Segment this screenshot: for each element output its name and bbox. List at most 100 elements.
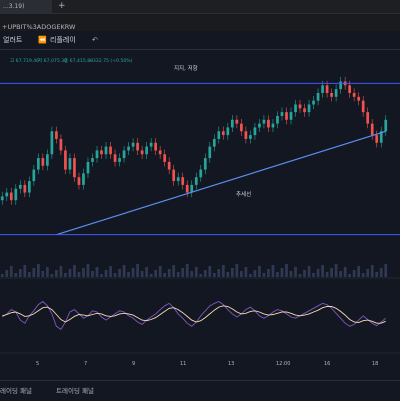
trading-panel-tab[interactable]: 레이딩 패널 (0, 387, 32, 395)
browser-tab[interactable]: ...3.19) (0, 0, 52, 13)
replay-button[interactable]: 리플레이 (50, 36, 76, 44)
trendline (56, 130, 386, 236)
x-tick-label: 5 (36, 361, 39, 367)
volume-bar (86, 264, 90, 277)
volume-bar (258, 266, 261, 277)
volume-bar (343, 267, 347, 277)
volume-bar (226, 272, 230, 277)
volume-bar (140, 271, 144, 277)
x-tick-label: 9 (132, 361, 135, 367)
volume-bar (163, 273, 167, 277)
volume-bar (357, 266, 361, 277)
volume-bar (348, 274, 352, 277)
support-resistance-label: 지지, 저항 (174, 64, 198, 72)
volume-bar (9, 266, 13, 277)
volume-bar (82, 268, 85, 277)
volume-bar (73, 265, 76, 277)
ohlc-close: 종 67,415.80 (64, 58, 93, 64)
volume-bar (100, 274, 103, 277)
volume-bar (50, 274, 54, 277)
volume-bar (271, 265, 275, 277)
x-tick-label: 11 (180, 361, 186, 367)
volume-bar (199, 274, 203, 277)
volume-bar (41, 271, 45, 277)
address-bar[interactable]: +UPBIT%3ADOGEKRW (0, 14, 400, 31)
volume-bar (27, 272, 31, 277)
trendline-label: 추세선 (236, 190, 251, 198)
volume-bar (235, 264, 239, 277)
volume-bar (203, 270, 207, 277)
ohlc-change: +332.75 (+0.50%) (89, 58, 133, 64)
volume-bar (23, 265, 27, 277)
volume-bar (95, 267, 99, 277)
volume-bar (131, 268, 135, 277)
volume-bar (230, 268, 234, 277)
volume-bar (181, 268, 185, 277)
ohlc-low: 저 67,075.30 (38, 57, 67, 64)
volume-bar (68, 269, 72, 277)
undo-icon[interactable]: ↶ (92, 36, 98, 44)
volume-bar (325, 272, 329, 277)
x-tick-label: 12:00 (276, 361, 290, 367)
volume-bar (122, 265, 126, 277)
volume-bar (330, 268, 333, 277)
volume-bar (194, 267, 198, 277)
volume-bar (167, 269, 171, 277)
volume-bar (370, 265, 374, 277)
price-chart[interactable]: 고 67,719.46 저 67,075.30 종 67,415.80 +332… (0, 50, 400, 380)
volume-bar (32, 268, 36, 277)
volume-bar (240, 271, 243, 277)
volume-bar (267, 269, 270, 277)
volume-bar (55, 270, 58, 277)
bottom-panel-bar: 레이딩 패널 트레이딩 패널 (0, 380, 400, 401)
volume-bar (109, 266, 112, 277)
volume-bar (145, 267, 148, 277)
x-tick-label: 18 (372, 361, 378, 367)
volume-bar (91, 271, 94, 277)
volume-bar (104, 270, 108, 277)
volume-bar (334, 264, 338, 277)
volume-bar (136, 264, 139, 277)
volume-bar (172, 265, 176, 277)
volume-bar (46, 267, 49, 277)
volume-bar (127, 272, 130, 277)
plus-icon[interactable]: + (58, 1, 66, 11)
ohlc-high: 고 67,719.46 (10, 58, 39, 64)
x-tick-label: 16 (324, 361, 330, 367)
volume-bar (118, 269, 121, 277)
volume-bar (253, 270, 257, 277)
volume-bar (321, 265, 324, 277)
volume-bar (18, 269, 22, 277)
volume-bar (303, 270, 306, 277)
x-tick-label: 13 (228, 361, 234, 367)
chart-toolbar: 얼러트 ⏪ 리플레이 ↶ (0, 32, 400, 50)
volume-bar (352, 270, 356, 277)
volume-bar (316, 269, 320, 277)
volume-bar (384, 264, 388, 277)
volume-bar (0, 274, 4, 277)
oscillator-signal-line (2, 305, 386, 324)
alert-button[interactable]: 얼러트 (3, 36, 23, 44)
volume-bar (176, 272, 180, 277)
volume-bar (149, 274, 153, 277)
volume-bar (307, 266, 311, 277)
volume-bar (154, 270, 158, 277)
volume-bar (289, 271, 293, 277)
volume-bar (375, 272, 379, 277)
rewind-icon[interactable]: ⏪ (38, 36, 47, 44)
volume-bar (339, 271, 342, 277)
volume-bar (298, 274, 302, 277)
url-text: +UPBIT%3ADOGEKRW (2, 23, 76, 31)
volume-bar (285, 264, 288, 277)
volume-bar (249, 274, 252, 277)
volume-bar (64, 273, 67, 277)
volume-bar (212, 273, 216, 277)
trading-panel-tab-2[interactable]: 트레이딩 패널 (56, 387, 94, 395)
volume-bar (59, 266, 63, 277)
volume-bar (276, 272, 279, 277)
x-tick-label: 7 (84, 361, 87, 367)
volume-bar (36, 264, 40, 277)
volume-bar (190, 271, 194, 277)
volume-bar (262, 273, 266, 277)
volume-bar (312, 273, 315, 277)
